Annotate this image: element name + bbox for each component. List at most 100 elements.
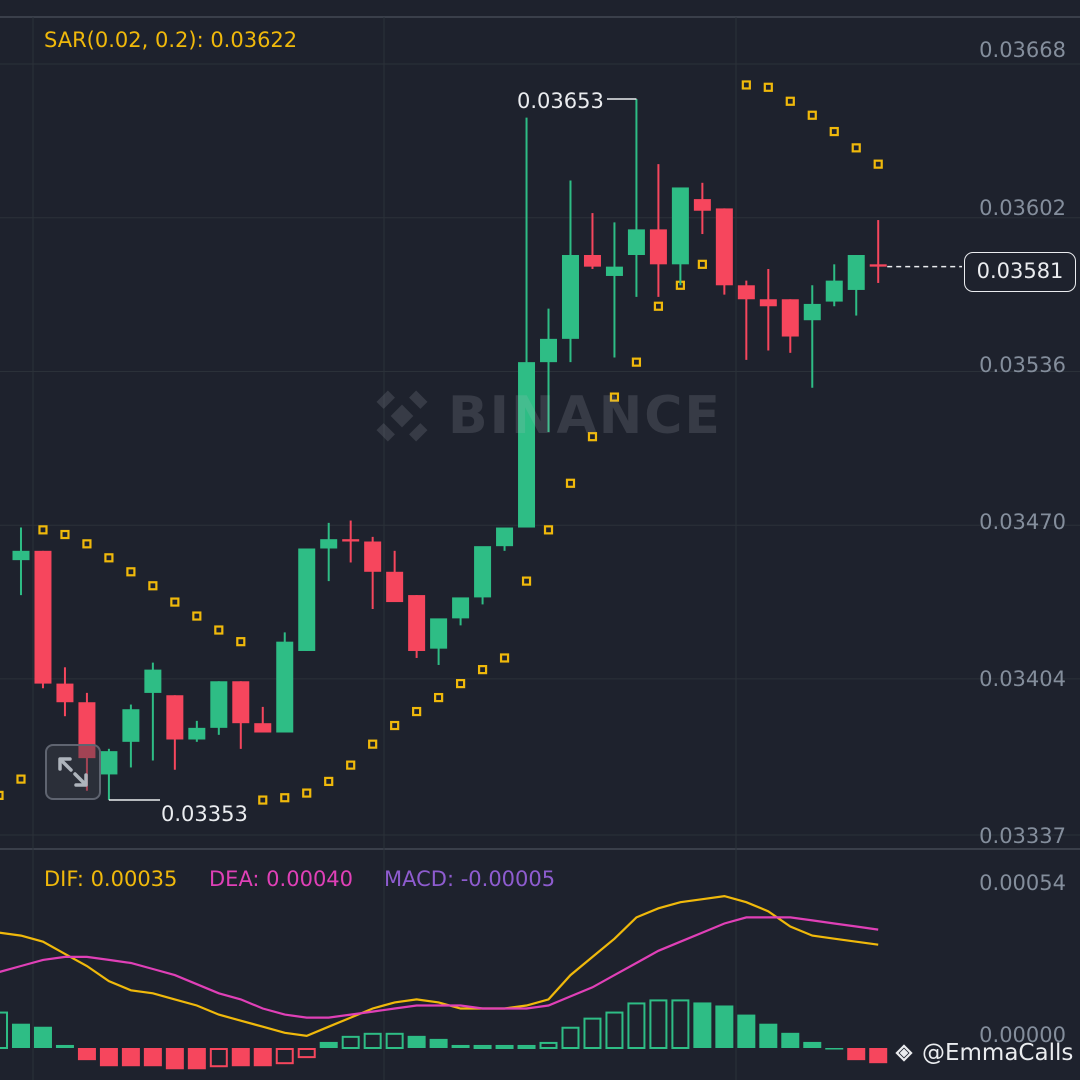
candle-body (869, 264, 887, 267)
sar-dot (434, 692, 444, 703)
candlestick-series (12, 98, 887, 801)
candle-body (452, 597, 470, 619)
candle-body (803, 303, 821, 321)
price-axis-label: 0.03536 (979, 353, 1066, 377)
macd-panel (0, 894, 888, 1070)
macd-histogram-bar (187, 1048, 206, 1070)
macd-histogram-bar (605, 1011, 624, 1049)
sar-legend: SAR(0.02, 0.2): 0.03622 (44, 28, 298, 52)
sar-dot (302, 788, 312, 798)
sar-dot (609, 392, 620, 402)
sar-dot (324, 776, 334, 787)
candle-body (364, 541, 382, 572)
sar-dot (763, 82, 773, 92)
candle-body (496, 527, 514, 547)
macd-histogram-bar (803, 1041, 822, 1048)
author-credit: @EmmaCalls (892, 1040, 1073, 1066)
sar-dot (631, 357, 642, 367)
dea-line (0, 916, 879, 1019)
candle-body (430, 618, 448, 649)
sar-dot (192, 611, 202, 621)
sar-dot (543, 525, 554, 535)
macd-histogram-bar (473, 1044, 492, 1050)
price-axis-label: 0.03337 (979, 824, 1066, 848)
author-handle: @EmmaCalls (922, 1040, 1074, 1066)
price-annotations (108, 98, 962, 801)
candle-body (34, 550, 52, 684)
sar-dot (126, 567, 136, 577)
macd-histogram-bar (253, 1048, 272, 1067)
sar-dot (477, 665, 488, 675)
candle-body (825, 280, 843, 302)
macd-axis-label: 0.00054 (979, 871, 1066, 895)
macd-histogram-bar (451, 1044, 470, 1048)
macd-histogram-bar (11, 1023, 30, 1048)
macd-histogram-bar (143, 1048, 162, 1067)
sar-dot (873, 159, 883, 169)
macd-histogram-bar (847, 1048, 866, 1061)
macd-histogram-bar (55, 1044, 74, 1048)
watermark-text: BINANCE (448, 386, 722, 446)
macd-histogram-bar (209, 1048, 228, 1068)
sar-dot (148, 581, 158, 591)
candle-body (144, 669, 162, 693)
macd-histogram-bar (869, 1048, 888, 1064)
candle-body (474, 546, 492, 598)
candle-body (715, 208, 733, 286)
macd-legend: MACD: -0.00005 (384, 867, 556, 891)
price-axis-label: 0.03404 (979, 667, 1066, 691)
candle-body (561, 255, 579, 339)
macd-histogram-bar (385, 1032, 404, 1050)
sar-dot (785, 96, 795, 106)
candle-body (232, 681, 250, 724)
candle-body (583, 255, 601, 267)
sar-dot (38, 525, 48, 535)
candle-body (671, 187, 689, 265)
candle-body (781, 299, 799, 337)
candle-body (210, 681, 228, 728)
macd-histogram-bar (363, 1032, 382, 1050)
candle-body (100, 751, 118, 775)
macd-histogram-bar (825, 1048, 844, 1050)
candle-body (56, 683, 74, 703)
sar-dot (258, 795, 268, 805)
macd-histogram-bar (517, 1044, 536, 1050)
candle-body (188, 727, 206, 740)
candle-body (408, 595, 426, 651)
price-axis-label: 0.03470 (979, 510, 1066, 534)
candle-body (276, 641, 294, 733)
candle-body (737, 285, 755, 300)
sar-dot (455, 678, 466, 689)
high-price-label: 0.03653 (517, 89, 604, 113)
sar-dot (82, 539, 92, 549)
macd-histogram-bar (759, 1023, 778, 1048)
macd-histogram-bar (319, 1041, 338, 1048)
sar-dot (104, 553, 114, 563)
price-axis-label: 0.03668 (979, 38, 1066, 62)
candle-body (166, 695, 184, 740)
fullscreen-button[interactable] (45, 744, 101, 800)
binance-square-icon (895, 1044, 913, 1062)
candle-body (847, 255, 865, 290)
binance-diamond-icon (376, 390, 428, 442)
macd-histogram-bar (165, 1048, 184, 1070)
macd-histogram-bar (341, 1035, 360, 1049)
macd-histogram-bar (99, 1048, 118, 1067)
sar-dot (170, 597, 180, 607)
macd-histogram-bar (781, 1032, 800, 1048)
macd-histogram-bar (539, 1041, 558, 1049)
candle-body (386, 571, 404, 603)
macd-histogram-bar (561, 1026, 580, 1049)
sar-dot (697, 259, 707, 269)
macd-histogram-bar (33, 1026, 52, 1048)
sar-dot (0, 790, 4, 801)
macd-histogram-bar (275, 1048, 294, 1065)
current-price-tag: 0.03581 (964, 252, 1076, 292)
sar-dot (16, 774, 26, 784)
candle-body (759, 299, 777, 307)
dea-legend: DEA: 0.00040 (209, 867, 354, 891)
macd-histogram-bar (231, 1048, 250, 1067)
sar-dot (390, 720, 400, 731)
sar-dots (0, 80, 883, 805)
